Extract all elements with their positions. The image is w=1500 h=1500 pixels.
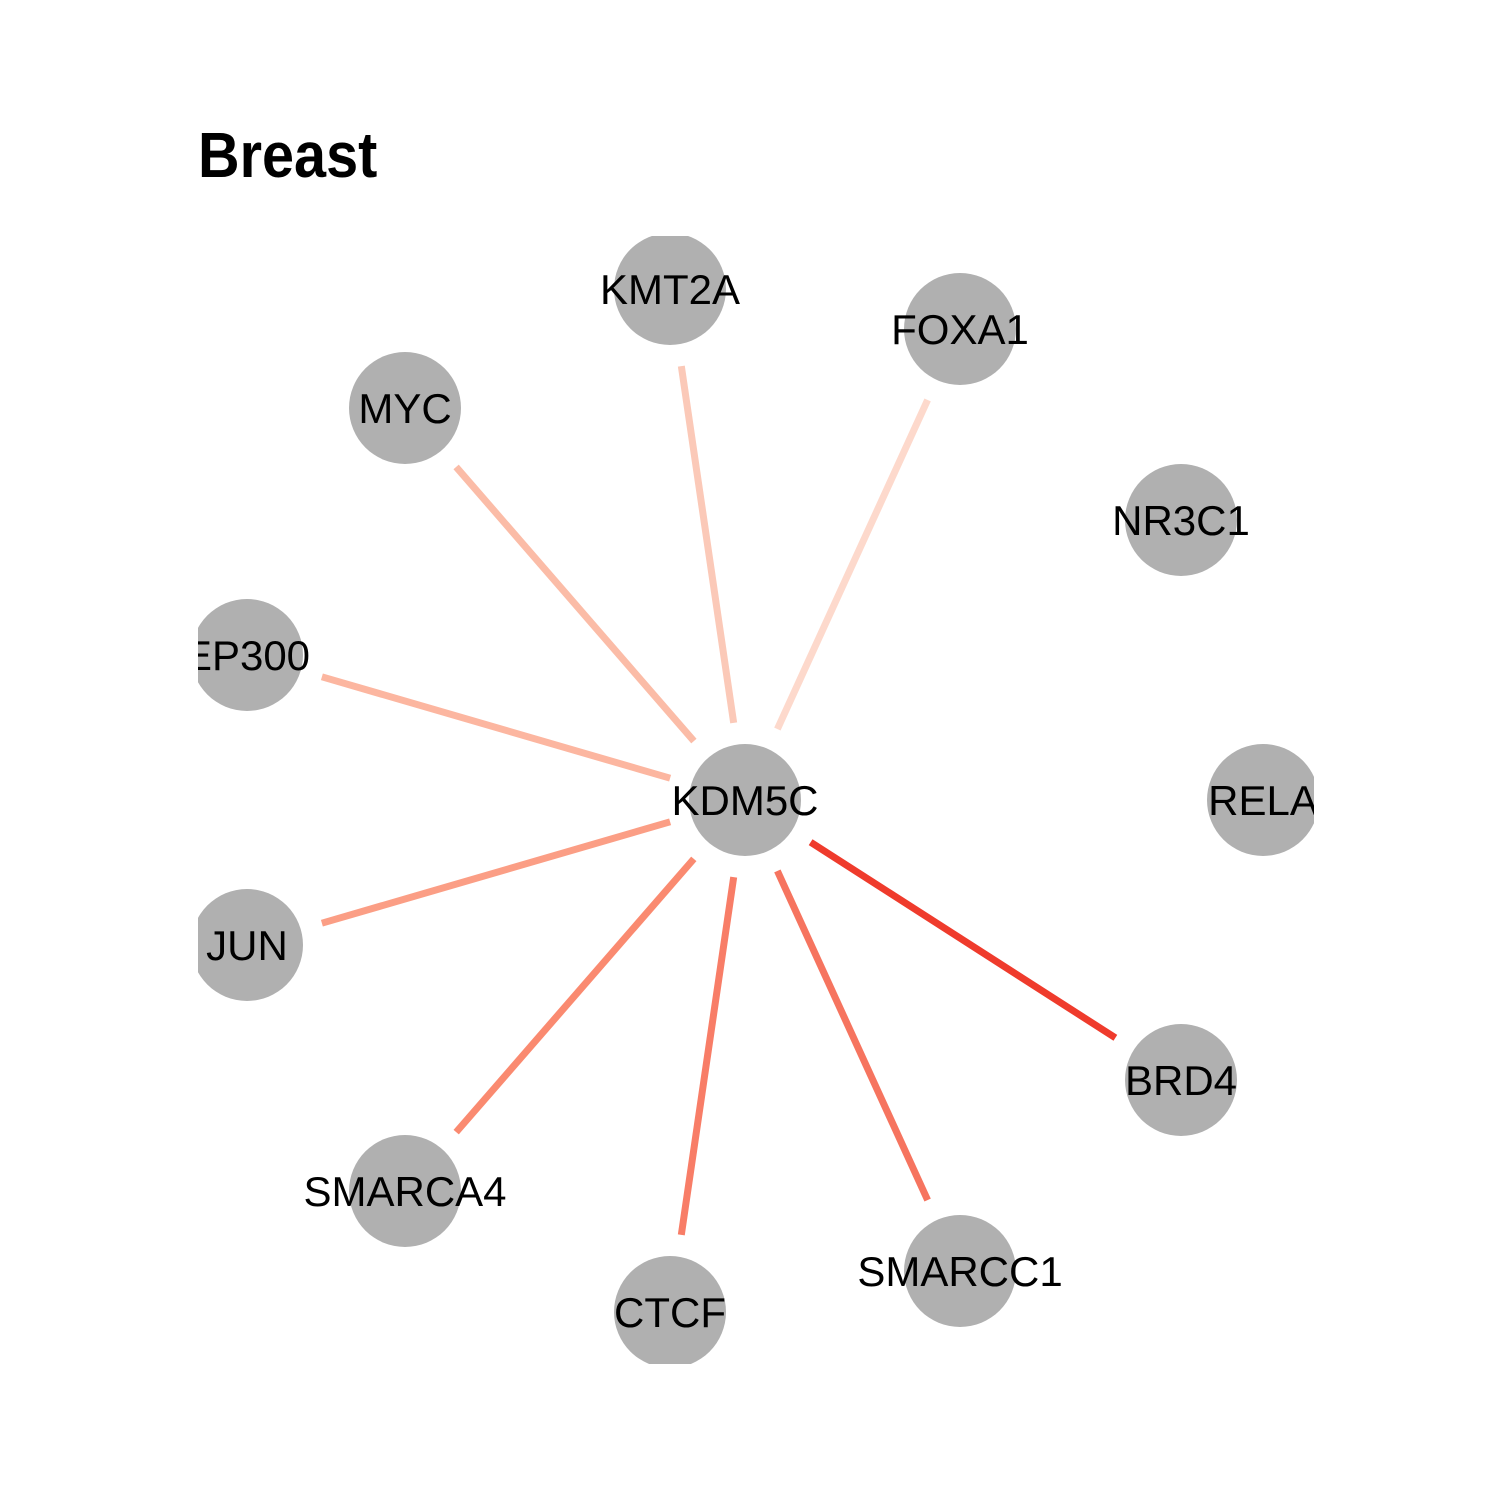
node-circle — [1125, 464, 1237, 576]
edge-kdm5c-ctcf — [677, 876, 738, 1236]
node-label: SMARCA4 — [303, 1168, 506, 1215]
edge-kdm5c-foxa1 — [774, 398, 931, 731]
node-myc: MYC — [349, 352, 461, 464]
node-circle — [614, 1256, 726, 1364]
node-nr3c1: NR3C1 — [1112, 464, 1250, 576]
node-circle — [198, 889, 303, 1001]
node-circle — [614, 236, 726, 345]
node-circle — [1207, 744, 1314, 856]
node-label: CTCF — [614, 1289, 726, 1336]
node-circle — [1125, 1024, 1237, 1136]
node-circle — [349, 352, 461, 464]
node-smarca4: SMARCA4 — [303, 1135, 507, 1247]
node-label: JUN — [206, 922, 288, 969]
node-label: RELA — [1208, 777, 1318, 824]
edge-kdm5c-jun — [320, 818, 672, 927]
node-circle — [689, 744, 801, 856]
node-label: SMARCC1 — [857, 1248, 1062, 1295]
edge-kdm5c-ep300 — [320, 673, 672, 782]
node-label: MYC — [358, 385, 451, 432]
node-label: KMT2A — [600, 266, 740, 313]
edge-layer — [320, 365, 1118, 1236]
node-circle — [904, 273, 1016, 385]
node-rela: RELA — [1207, 744, 1318, 856]
node-foxa1: FOXA1 — [891, 273, 1029, 385]
node-circle — [198, 599, 303, 711]
node-ep300: EP300 — [184, 599, 310, 711]
node-label: KDM5C — [671, 777, 818, 824]
node-layer: KDM5C KMT2A FOXA1 MYC NR3C1 EP300 RELA JUN BRD4 S… — [184, 236, 1318, 1364]
diagram-title: Breast — [198, 119, 378, 191]
node-ctcf: CTCF — [614, 1256, 726, 1364]
edge-kdm5c-smarcc1 — [774, 869, 931, 1202]
edge-kdm5c-myc — [453, 464, 697, 744]
node-smarcc1: SMARCC1 — [857, 1215, 1063, 1327]
edge-kdm5c-brd4 — [808, 839, 1118, 1041]
node-kmt2a: KMT2A — [600, 236, 740, 345]
node-label: NR3C1 — [1112, 497, 1250, 544]
node-circle — [904, 1215, 1016, 1327]
node-label: EP300 — [184, 632, 310, 679]
node-circle — [349, 1135, 461, 1247]
node-kdm5c: KDM5C — [671, 744, 819, 856]
edge-kdm5c-kmt2a — [677, 365, 738, 724]
node-jun: JUN — [198, 889, 303, 1001]
node-label: FOXA1 — [891, 306, 1029, 353]
edge-kdm5c-smarca4 — [453, 856, 697, 1135]
node-label: BRD4 — [1125, 1057, 1237, 1104]
node-brd4: BRD4 — [1125, 1024, 1237, 1136]
